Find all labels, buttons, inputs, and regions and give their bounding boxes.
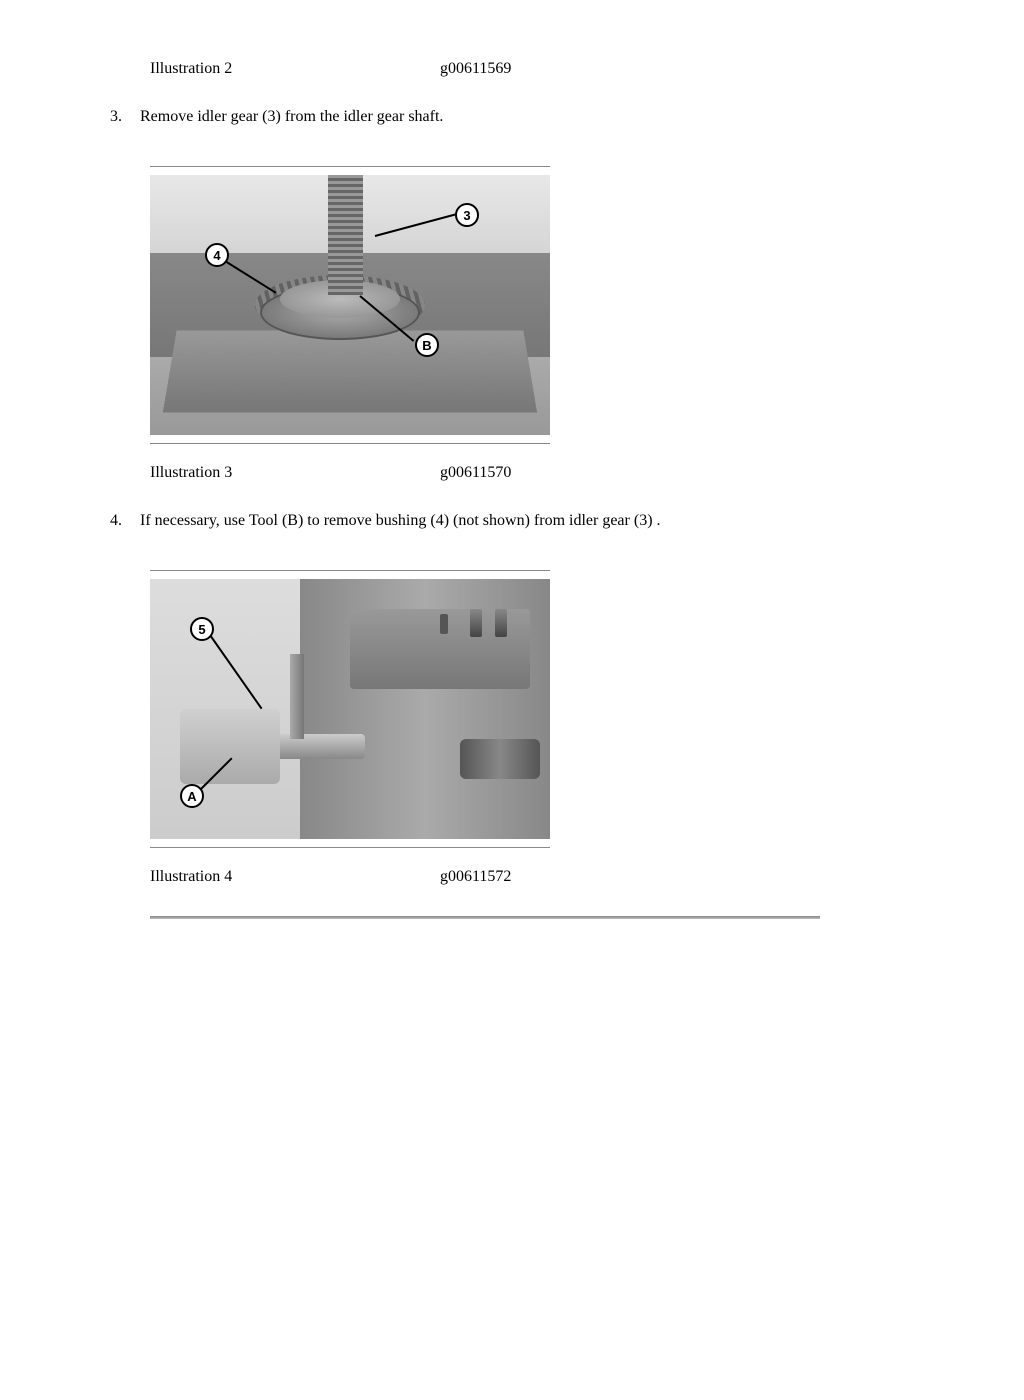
fig4-clamp bbox=[460, 739, 540, 779]
fig3-callout-b-text: B bbox=[422, 338, 431, 353]
step-4: 4. If necessary, use Tool (B) to remove … bbox=[110, 512, 904, 530]
section-divider bbox=[150, 916, 820, 919]
fig3-callout-3: 3 bbox=[455, 203, 479, 227]
illustration-3-caption: Illustration 3 g00611570 bbox=[150, 464, 904, 482]
fig4-callout-5-text: 5 bbox=[198, 622, 205, 637]
figure-3: 3 4 B bbox=[150, 166, 550, 444]
fig4-tool-handle bbox=[290, 654, 304, 739]
illustration-4-caption: Illustration 4 g00611572 bbox=[150, 868, 904, 886]
illustration-2-label: Illustration 2 bbox=[150, 60, 440, 78]
figure-4-bottom-rule bbox=[150, 847, 550, 848]
step-4-number: 4. bbox=[110, 512, 140, 530]
illustration-4-label: Illustration 4 bbox=[150, 868, 440, 886]
figure-4: 5 A bbox=[150, 570, 550, 848]
step-4-text: If necessary, use Tool (B) to remove bus… bbox=[140, 512, 904, 530]
illustration-4-ref: g00611572 bbox=[440, 868, 540, 886]
illustration-3-label: Illustration 3 bbox=[150, 464, 440, 482]
step-3: 3. Remove idler gear (3) from the idler … bbox=[110, 108, 904, 126]
fig4-bolt-2 bbox=[470, 609, 482, 637]
step-3-number: 3. bbox=[110, 108, 140, 126]
fig3-callout-b: B bbox=[415, 333, 439, 357]
fig3-threaded-shaft bbox=[328, 175, 363, 295]
figure-4-top-rule bbox=[150, 570, 550, 571]
illustration-3-ref: g00611570 bbox=[440, 464, 540, 482]
fig3-callout-4: 4 bbox=[205, 243, 229, 267]
fig4-bolt-1 bbox=[440, 614, 448, 634]
figure-3-top-rule bbox=[150, 166, 550, 167]
fig3-press-block bbox=[163, 331, 537, 413]
fig4-tool-body bbox=[180, 709, 280, 784]
fig4-callout-a-text: A bbox=[187, 789, 196, 804]
fig3-callout-4-text: 4 bbox=[213, 248, 220, 263]
fig4-callout-a: A bbox=[180, 784, 204, 808]
fig3-callout-3-text: 3 bbox=[463, 208, 470, 223]
step-3-text: Remove idler gear (3) from the idler gea… bbox=[140, 108, 904, 126]
illustration-2-caption: Illustration 2 g00611569 bbox=[150, 60, 904, 78]
illustration-2-ref: g00611569 bbox=[440, 60, 540, 78]
figure-3-bottom-rule bbox=[150, 443, 550, 444]
figure-3-image: 3 4 B bbox=[150, 175, 550, 435]
figure-4-image: 5 A bbox=[150, 579, 550, 839]
fig4-callout-5: 5 bbox=[190, 617, 214, 641]
fig4-bolt-3 bbox=[495, 609, 507, 637]
fig4-tool-shaft bbox=[275, 734, 365, 759]
